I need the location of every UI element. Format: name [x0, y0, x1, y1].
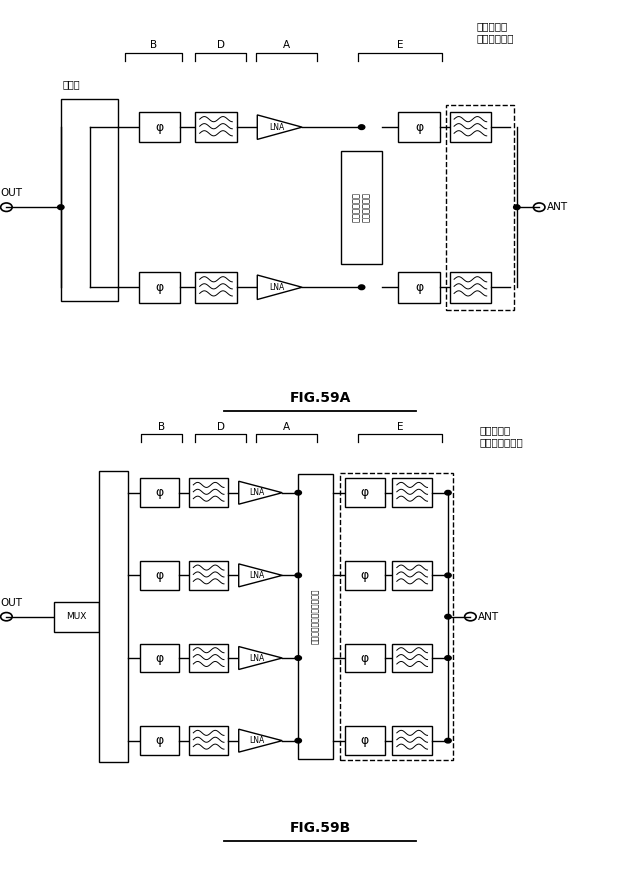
Circle shape — [58, 205, 64, 209]
Text: ANT: ANT — [478, 612, 499, 622]
Bar — [298, 474, 333, 759]
Polygon shape — [239, 729, 282, 752]
Text: B: B — [150, 41, 157, 50]
Circle shape — [445, 573, 451, 577]
Bar — [189, 561, 228, 590]
Bar — [392, 727, 432, 755]
Bar — [345, 644, 385, 672]
Bar — [140, 479, 179, 507]
Bar — [140, 644, 179, 672]
Circle shape — [295, 573, 301, 577]
Text: φ: φ — [156, 652, 163, 665]
Text: LNA: LNA — [250, 736, 265, 745]
Bar — [99, 471, 128, 762]
Text: φ: φ — [156, 487, 163, 499]
Bar — [392, 644, 432, 672]
Bar — [54, 602, 99, 631]
Bar — [61, 99, 118, 301]
Text: φ: φ — [361, 569, 369, 582]
Bar — [345, 727, 385, 755]
Text: φ: φ — [415, 281, 423, 294]
Bar — [195, 272, 237, 303]
Circle shape — [445, 656, 451, 660]
Polygon shape — [257, 275, 302, 299]
Circle shape — [514, 205, 520, 209]
Text: φ: φ — [415, 121, 423, 133]
Text: OUT: OUT — [0, 188, 22, 198]
Text: B: B — [158, 422, 165, 432]
Text: LNA: LNA — [250, 488, 265, 497]
Text: FIG.59A: FIG.59A — [289, 391, 351, 405]
Circle shape — [445, 615, 451, 619]
Bar — [345, 561, 385, 590]
Text: E: E — [397, 422, 403, 432]
Text: MUX: MUX — [67, 612, 87, 621]
Bar — [450, 272, 492, 303]
Bar — [447, 105, 514, 310]
Text: LNA: LNA — [250, 571, 265, 580]
Text: フィルタ／
ダイプレクサ: フィルタ／ ダイプレクサ — [477, 21, 515, 43]
Polygon shape — [257, 115, 302, 140]
Text: φ: φ — [156, 734, 163, 747]
Polygon shape — [239, 564, 282, 587]
Bar — [139, 112, 180, 142]
Text: LNA: LNA — [269, 283, 284, 291]
Bar — [392, 561, 432, 590]
Text: OUT: OUT — [0, 598, 22, 608]
Polygon shape — [239, 481, 282, 504]
Polygon shape — [239, 646, 282, 669]
Text: φ: φ — [156, 569, 163, 582]
Text: D: D — [217, 41, 225, 50]
Text: E: E — [397, 41, 403, 50]
Text: フィルタ／
マルチプレクサ: フィルタ／ マルチプレクサ — [480, 426, 524, 448]
Text: A: A — [283, 41, 290, 50]
Text: LNA: LNA — [250, 653, 265, 662]
Text: FIG.59B: FIG.59B — [289, 821, 351, 835]
Text: φ: φ — [361, 487, 369, 499]
Text: D: D — [217, 422, 225, 432]
Bar — [392, 479, 432, 507]
Bar — [450, 112, 492, 142]
Circle shape — [295, 490, 301, 495]
Circle shape — [445, 738, 451, 743]
Circle shape — [358, 125, 365, 130]
Text: スイッチング
ネットワーク: スイッチング ネットワーク — [352, 192, 371, 223]
Bar — [189, 479, 228, 507]
Text: スイッチングネットワーク: スイッチングネットワーク — [311, 589, 321, 645]
Bar — [140, 561, 179, 590]
Text: φ: φ — [156, 121, 164, 133]
Bar — [341, 151, 383, 264]
Bar — [140, 727, 179, 755]
Text: 結合器: 結合器 — [62, 79, 80, 89]
Bar — [139, 272, 180, 303]
Text: φ: φ — [361, 734, 369, 747]
Circle shape — [295, 656, 301, 660]
Bar — [195, 112, 237, 142]
Text: ANT: ANT — [547, 202, 568, 212]
Circle shape — [358, 285, 365, 290]
Text: LNA: LNA — [269, 123, 284, 132]
Text: φ: φ — [156, 281, 164, 294]
Bar — [398, 112, 440, 142]
Bar — [345, 479, 385, 507]
Bar — [340, 473, 453, 760]
Text: φ: φ — [361, 652, 369, 665]
Bar — [189, 727, 228, 755]
Circle shape — [445, 490, 451, 495]
Circle shape — [295, 738, 301, 743]
Bar — [189, 644, 228, 672]
Bar — [398, 272, 440, 303]
Text: A: A — [283, 422, 290, 432]
